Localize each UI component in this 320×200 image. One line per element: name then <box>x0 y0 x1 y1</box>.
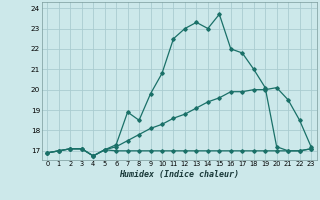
X-axis label: Humidex (Indice chaleur): Humidex (Indice chaleur) <box>119 170 239 179</box>
